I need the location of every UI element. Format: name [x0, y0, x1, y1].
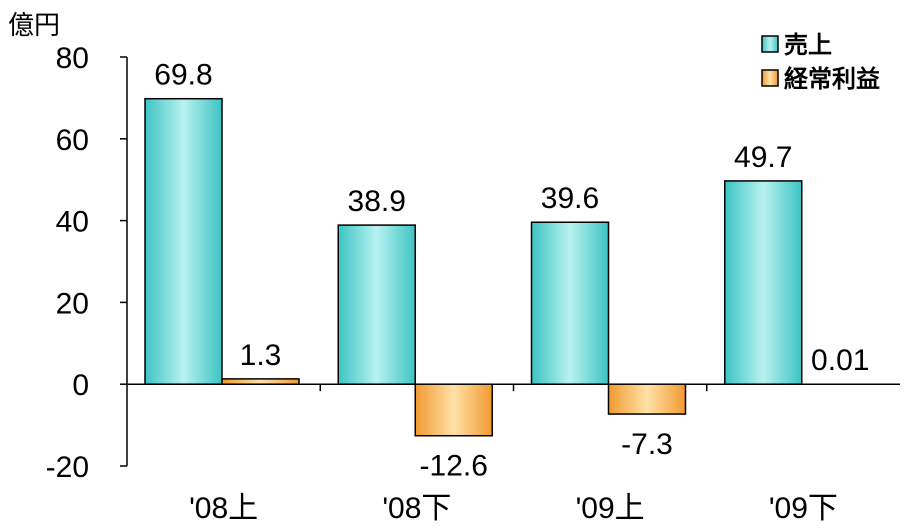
data-label-sales: 39.6: [541, 182, 599, 215]
category-label: '08上: [189, 492, 258, 525]
legend-swatch-ordinary-profit: [761, 69, 779, 87]
y-tick-label: 40: [56, 206, 89, 239]
y-tick-label: -20: [46, 451, 89, 484]
data-label-sales: 38.9: [348, 185, 406, 218]
bars: [144, 97, 803, 437]
bar-sales: [724, 180, 803, 385]
y-tick-label: 60: [56, 124, 89, 157]
y-tick-label: 20: [56, 287, 89, 320]
y-tick-label: 0: [72, 369, 89, 402]
category-labels: '08上 '08下 '09上 '09下: [189, 492, 838, 525]
bar-sales: [530, 221, 610, 385]
data-label-ordinary-profit: -7.3: [621, 428, 673, 461]
category-label: '08下: [382, 492, 451, 525]
bar-ordinary-profit: [607, 383, 687, 415]
y-tick-label: 80: [56, 42, 89, 75]
data-label-sales: 49.7: [734, 141, 792, 174]
bar-sales: [144, 97, 223, 385]
bar-ordinary-profit: [414, 383, 493, 437]
legend-label-sales: 売上: [784, 31, 832, 59]
bar-sales: [337, 224, 416, 385]
category-label: '09下: [769, 492, 838, 525]
data-labels: 69.8 38.9 39.6 49.7 1.3 -12.6 -7.3 0.01: [154, 59, 869, 483]
bar-ordinary-profit: [221, 378, 300, 385]
legend: 売上 経常利益: [761, 31, 880, 93]
data-label-sales: 69.8: [154, 59, 212, 92]
y-unit-label: 億円: [8, 11, 60, 41]
category-label: '09上: [576, 492, 645, 525]
legend-label-ordinary-profit: 経常利益: [784, 65, 880, 93]
legend-swatch-sales: [761, 35, 779, 53]
data-label-ordinary-profit: 1.3: [240, 339, 282, 372]
data-label-ordinary-profit: 0.01: [811, 344, 869, 377]
data-label-ordinary-profit: -12.6: [420, 450, 488, 483]
y-tick-labels: -20 0 20 40 60 80: [46, 42, 127, 484]
